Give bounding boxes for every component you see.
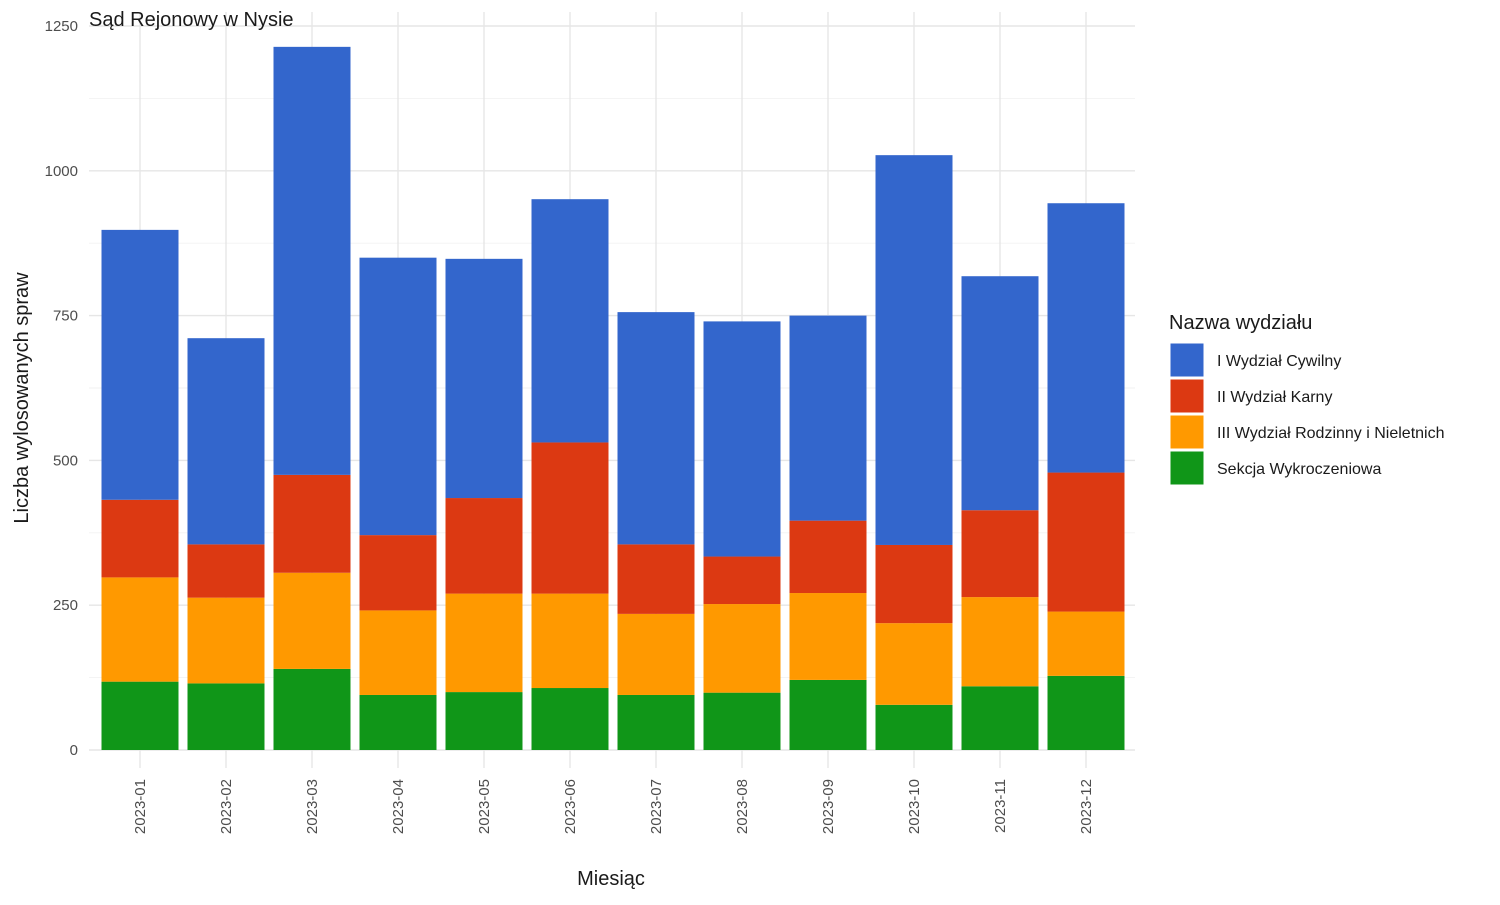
y-tick-label: 500	[53, 452, 78, 469]
bar-segment	[445, 258, 523, 499]
legend-key	[1169, 450, 1205, 486]
bar-segment	[703, 556, 781, 605]
bar-segment	[875, 623, 953, 705]
legend-label: II Wydział Karny	[1217, 389, 1332, 406]
bar-segment	[187, 338, 265, 545]
x-tick-label: 2023-03	[304, 779, 321, 834]
bar-segment	[101, 499, 179, 578]
y-tick-label: 750	[53, 308, 78, 325]
bar-segment	[445, 692, 523, 750]
legend-title: Nazwa wydziału	[1169, 312, 1312, 334]
x-tick-label: 2023-05	[476, 779, 493, 834]
y-axis-title: Liczba wylosowanych spraw	[11, 272, 33, 524]
bar-segment	[703, 604, 781, 693]
y-tick-label: 1000	[45, 163, 78, 180]
legend-key	[1169, 378, 1205, 414]
bar-segment	[187, 683, 265, 750]
bar-segment	[273, 668, 351, 750]
bar-segment	[359, 610, 437, 695]
bar-segment	[617, 544, 695, 614]
bar-segment	[617, 312, 695, 545]
legend-label: Sekcja Wykroczeniowa	[1217, 461, 1381, 478]
bar-segment	[1047, 675, 1125, 750]
x-tick-label: 2023-01	[132, 779, 149, 834]
bar-segment	[187, 544, 265, 598]
bar-segment	[1047, 203, 1125, 473]
x-tick-label: 2023-04	[390, 779, 407, 834]
bar-segment	[531, 442, 609, 594]
bar-segment	[961, 276, 1039, 511]
legend-key	[1169, 414, 1205, 450]
bar-segment	[531, 688, 609, 750]
bar-segment	[703, 692, 781, 750]
y-tick-label: 250	[53, 597, 78, 614]
legend-label: III Wydział Rodzinny i Nieletnich	[1217, 425, 1445, 442]
plot-title: Sąd Rejonowy w Nysie	[89, 9, 294, 31]
x-tick-label: 2023-09	[820, 779, 837, 834]
bar-segment	[875, 155, 953, 545]
x-tick-label: 2023-10	[906, 779, 923, 834]
bar-segment	[789, 593, 867, 680]
legend-label: I Wydział Cywilny	[1217, 353, 1341, 370]
bar-segment	[359, 694, 437, 750]
bar-segment	[1047, 472, 1125, 612]
bar-segment	[101, 577, 179, 682]
bar-segment	[101, 229, 179, 500]
bar-segment	[875, 704, 953, 750]
bar-segment	[101, 681, 179, 750]
bar-segment	[961, 510, 1039, 598]
bar-segment	[961, 686, 1039, 750]
bar-segment	[531, 593, 609, 689]
bar-segment	[875, 544, 953, 624]
x-tick-label: 2023-11	[992, 779, 1009, 833]
bar-segment	[1047, 611, 1125, 676]
bar-segment	[617, 694, 695, 750]
x-axis-title: Miesiąc	[577, 868, 645, 890]
bar-segment	[187, 597, 265, 684]
legend: Nazwa wydziału I Wydział Cywilny II Wydzi…	[1169, 312, 1445, 486]
bar-segment	[273, 46, 351, 475]
x-tick-label: 2023-06	[562, 779, 579, 834]
y-tick-label: 0	[70, 742, 78, 759]
bar-segment	[789, 315, 867, 521]
bar-segment	[445, 593, 523, 693]
bar-segment	[273, 474, 351, 573]
bar-segment	[445, 498, 523, 594]
y-tick-label: 1250	[45, 18, 78, 35]
x-tick-label: 2023-12	[1078, 779, 1095, 834]
x-tick-label: 2023-02	[218, 779, 235, 834]
bar-segment	[617, 613, 695, 695]
bar-segment	[531, 199, 609, 443]
bar-segment	[961, 597, 1039, 687]
bar-segment	[703, 321, 781, 557]
x-tick-label: 2023-07	[648, 779, 665, 834]
bar-segment	[359, 257, 437, 536]
bar-segment	[789, 520, 867, 594]
bar-segment	[789, 679, 867, 750]
x-tick-label: 2023-08	[734, 779, 751, 834]
bar-segment	[359, 535, 437, 611]
legend-key	[1169, 342, 1205, 378]
bar-segment	[273, 572, 351, 669]
